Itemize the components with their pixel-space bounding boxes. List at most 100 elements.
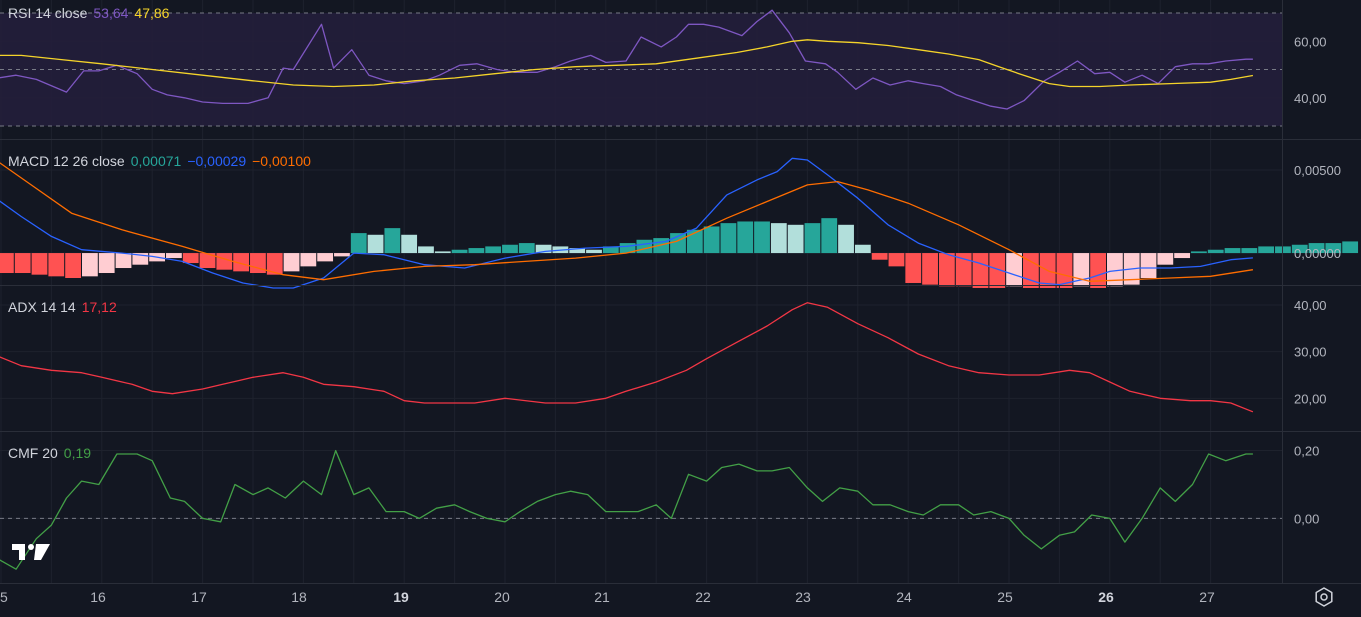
macd-histogram-bar [838, 224, 854, 254]
macd-histogram-bar [401, 234, 418, 254]
macd-histogram-bar [720, 223, 737, 254]
macd-legend-title: MACD 12 26 close [8, 153, 125, 169]
macd-tick-label: 0,00500 [1294, 163, 1341, 178]
cmf-pane: 0,20 0,00 [0, 432, 1319, 583]
macd-signal-line [0, 162, 1254, 282]
macd-histogram-bar [451, 249, 468, 254]
macd-histogram-bar [1308, 243, 1325, 254]
macd-histogram-bar [1056, 253, 1073, 288]
macd-histogram-bar [418, 246, 434, 254]
macd-pane: 0,00500 0,00000 [0, 140, 1361, 289]
macd-histogram-bar [636, 239, 653, 254]
adx-tick-label: 30,00 [1294, 345, 1327, 360]
macd-histogram-bar [1090, 253, 1106, 288]
adx-adx-line [0, 302, 1254, 413]
macd-histogram-bar [384, 228, 401, 254]
macd-histogram-bar [317, 253, 334, 262]
macd-histogram-legend-value: 0,00071 [130, 153, 182, 169]
cmf-legend[interactable]: CMF 20 0,19 [8, 445, 97, 461]
macd-histogram-bar [182, 253, 199, 264]
macd-histogram-bar [199, 253, 216, 269]
macd-histogram-bar [569, 248, 586, 254]
macd-histogram-bar [686, 229, 703, 254]
macd-histogram-bar [0, 253, 14, 274]
macd-histogram-bar [233, 253, 250, 272]
macd-macd-line [0, 157, 1253, 289]
adx-legend-value: 17,12 [81, 299, 117, 315]
time-axis-label: 25 [997, 589, 1013, 605]
rsi-pane: 60,00 40,00 [0, 0, 1361, 140]
rsi-ma-legend-value: 47,86 [134, 5, 170, 21]
macd-histogram-bar [166, 253, 182, 259]
macd-histogram-bar [65, 253, 81, 278]
adx-pane: 40,00 30,00 20,00 [0, 286, 1361, 432]
macd-histogram-bar [787, 224, 804, 254]
macd-histogram-bar [703, 226, 720, 254]
macd-histogram-bar [48, 253, 65, 277]
time-axis-label: 20 [494, 589, 510, 605]
macd-histogram-bar [1325, 243, 1342, 254]
time-axis-label: 18 [291, 589, 307, 605]
rsi-tick-label: 40,00 [1294, 91, 1327, 106]
macd-legend[interactable]: MACD 12 26 close 0,00071 −0,00029 −0,00100 [8, 153, 317, 169]
macd-histogram-bar [1140, 253, 1157, 278]
macd-histogram-bar [485, 246, 502, 254]
macd-histogram-bar [334, 253, 350, 257]
time-axis-label: 16 [90, 589, 106, 605]
time-axis: 5 16 17 18 19 20 21 22 23 24 25 26 27 [0, 589, 1215, 605]
macd-histogram-bar [586, 249, 602, 254]
macd-histogram-bar [938, 253, 955, 287]
rsi-legend[interactable]: RSI 14 close 53,64 47,86 [8, 5, 175, 21]
rsi-rsi-based-ma-line [0, 39, 1254, 88]
macd-histogram-bar [1342, 241, 1359, 254]
macd-histogram-bar [754, 221, 770, 254]
rsi-tick-label: 60,00 [1294, 34, 1327, 49]
time-axis-label: 19 [393, 589, 409, 605]
macd-histogram-bar [434, 251, 451, 254]
macd-histogram-bar [468, 248, 485, 254]
macd-histogram-bar [602, 246, 619, 254]
macd-histogram-bar [821, 218, 838, 254]
macd-histogram-bar [737, 221, 754, 254]
macd-histogram-bar [1224, 248, 1241, 254]
macd-histogram-bar [989, 253, 1006, 288]
macd-histogram-bar [1106, 253, 1123, 287]
macd-histogram-bar [132, 253, 149, 265]
macd-histogram-bar [115, 253, 132, 269]
macd-histogram-bar [216, 253, 233, 270]
time-axis-label: 26 [1098, 589, 1114, 605]
macd-tick-label: 0,00000 [1294, 246, 1341, 261]
rsi-legend-title: RSI 14 close [8, 5, 88, 21]
macd-histogram-bar [367, 234, 384, 254]
time-axis-label: 27 [1199, 589, 1215, 605]
cmf-legend-value: 0,19 [63, 445, 92, 461]
adx-legend-title: ADX 14 14 [8, 299, 76, 315]
cmf-legend-title: CMF 20 [8, 445, 58, 461]
macd-histogram-bar [502, 244, 518, 254]
macd-histogram-bar [804, 223, 821, 254]
macd-histogram-bar [888, 253, 905, 267]
macd-histogram-bar [1191, 251, 1207, 254]
adx-legend[interactable]: ADX 14 14 17,12 [8, 299, 123, 315]
macd-histogram-bar [854, 244, 871, 254]
gear-icon[interactable] [1314, 587, 1334, 607]
macd-histogram-bar [905, 253, 922, 283]
macd-histogram-bar [1258, 246, 1275, 254]
macd-histogram-bar [283, 253, 300, 272]
macd-histogram-bar [535, 244, 552, 254]
macd-histogram-bar [1157, 253, 1174, 265]
cmf-tick-label: 0,20 [1294, 444, 1319, 459]
adx-tick-label: 20,00 [1294, 391, 1327, 406]
macd-histogram-bar [518, 243, 535, 254]
macd-histogram-bar [266, 253, 283, 275]
macd-signal-legend-value: −0,00100 [252, 153, 311, 169]
macd-histogram-bar [350, 233, 367, 254]
rsi-legend-value: 53,64 [93, 5, 129, 21]
tradingview-logo-icon[interactable] [10, 540, 52, 564]
cmf-cmf-line [0, 449, 1253, 570]
macd-histogram-bar [619, 243, 636, 254]
macd-histogram-bar [1006, 253, 1022, 287]
macd-histogram-bar [871, 253, 888, 260]
macd-histogram-bar [1291, 244, 1308, 254]
